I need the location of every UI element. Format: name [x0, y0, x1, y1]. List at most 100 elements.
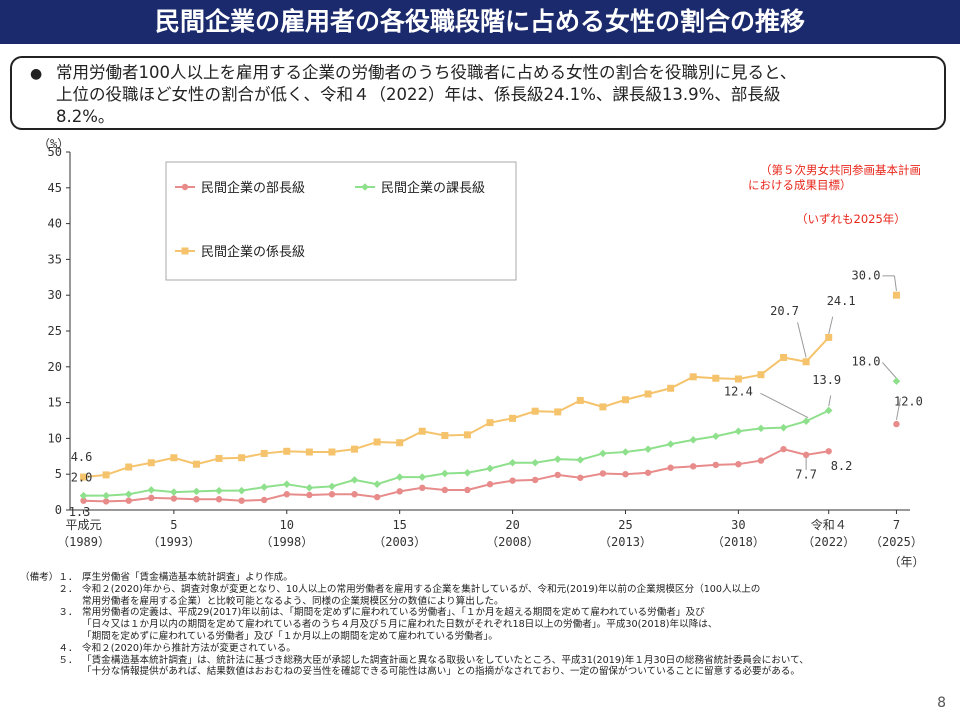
legend-label: 民間企業の課長級: [381, 180, 485, 196]
note-row: 「十分な情報提供があれば、結果数値はおおむねの妥当性を確認できる可能性は高い」と…: [20, 666, 940, 678]
data-point: [802, 358, 810, 366]
data-point: [373, 493, 381, 501]
data-point: [509, 477, 516, 484]
target-point: [892, 291, 900, 299]
data-point: [666, 440, 675, 448]
data-point: [215, 496, 223, 503]
data-label: 18.0: [852, 354, 881, 368]
note-row: 「期間を定めずに雇われている労働者」及び「１か月以上の期間を定めて雇われている労…: [20, 631, 940, 643]
note-prefix: [20, 666, 82, 678]
target-note-line-2: における成果目標）: [748, 178, 852, 192]
data-point: [419, 484, 426, 492]
summary-line-3: 8.2%。: [56, 107, 115, 126]
data-point: [689, 436, 698, 444]
data-point: [124, 490, 133, 499]
data-point: [464, 486, 471, 494]
note-row: ２． 令和２(2020)年から、調査対象が変更となり、10人以上の常用労働者を雇用…: [20, 584, 940, 596]
data-point: [147, 486, 156, 494]
data-point: [554, 471, 561, 479]
data-label: 13.9: [812, 373, 841, 387]
y-tick-label: 50: [48, 145, 62, 159]
data-point: [599, 403, 607, 411]
data-point: [170, 495, 178, 502]
x-tick-year-label: （2003）: [373, 535, 426, 549]
data-point: [463, 468, 472, 477]
data-point: [486, 464, 494, 473]
x-tick-year-label: （1993）: [147, 535, 200, 549]
y-tick-label: 35: [48, 252, 62, 266]
data-point: [712, 461, 720, 469]
data-point: [80, 473, 88, 481]
leader-line: [760, 392, 809, 419]
data-point: [170, 454, 178, 462]
page-number: 8: [937, 695, 946, 711]
data-point: [577, 474, 584, 481]
x-axis-unit: （年）: [888, 555, 924, 569]
leader-line: [797, 322, 807, 358]
data-label: 30.0: [852, 268, 881, 282]
x-tick-label: 7: [893, 518, 900, 532]
data-label: 20.7: [770, 304, 799, 318]
data-point: [622, 471, 629, 478]
data-point: [147, 459, 155, 467]
data-label: 24.1: [827, 294, 856, 308]
note-text: 「十分な情報提供があれば、結果数値はおおむねの妥当性を確認できる可能性は高い」と…: [82, 666, 800, 678]
data-point: [395, 473, 404, 481]
data-point: [780, 353, 788, 361]
data-point: [260, 483, 268, 491]
data-point: [80, 497, 87, 504]
data-point: [328, 448, 336, 456]
data-point: [621, 448, 630, 456]
data-label: 12.4: [724, 384, 753, 398]
data-point: [689, 373, 697, 381]
chart-data-labels: 4.6 2.0 1.3 20.7 24.1 12.4 13.9 7.7 8.2 30.0 18.0 1…: [69, 268, 923, 519]
data-point: [305, 484, 314, 492]
x-tick-label: 30: [731, 518, 745, 532]
data-point: [621, 396, 629, 404]
data-point: [531, 458, 539, 467]
note-prefix: [20, 619, 82, 631]
data-point: [690, 463, 697, 470]
data-point: [102, 471, 110, 479]
data-point: [644, 445, 652, 453]
data-point: [825, 448, 832, 455]
note-prefix: ２．: [20, 583, 78, 595]
note-row: 「日々又は１か月以内の期間を定めて雇われている者のうち４月及び５月に雇われた日数…: [20, 619, 940, 631]
series-line: [83, 409, 830, 497]
data-label: 1.3: [69, 505, 91, 519]
data-point: [734, 427, 743, 436]
data-point: [125, 497, 132, 504]
note-text: 「日々又は１か月以内の期間を定めて雇われている者のうち４月及び５月に雇われた日数…: [82, 619, 718, 631]
data-point: [260, 449, 268, 457]
data-point: [238, 454, 246, 462]
data-point: [554, 408, 562, 416]
x-tick-year-label: （2013）: [599, 535, 652, 549]
note-text: 厚生労働省「賃金構造基本統計調査」より作成。: [82, 572, 293, 583]
note-row: 常用労働者を雇用する企業）と比較可能となるよう、同様の企業規模区分の数値により算…: [20, 596, 940, 608]
y-axis-unit: （%）: [38, 137, 69, 151]
note-text: 「賃金構造基本統計調査」は、統計法に基づき総務大臣が承認した調査計画と異なる取扱…: [82, 654, 809, 666]
x-tick-label: 5: [170, 518, 177, 532]
data-point: [148, 494, 155, 502]
data-point: [802, 417, 810, 426]
data-point: [351, 445, 359, 453]
x-tick-label: 15: [392, 518, 406, 532]
data-point: [486, 419, 494, 427]
data-point: [644, 390, 652, 398]
note-row: ３． 常用労働者の定義は、平成29(2017)年以前は、「期間を定めずに雇われてい…: [20, 607, 940, 619]
data-point: [305, 448, 313, 456]
data-point: [780, 445, 787, 453]
x-tick-year-label: （2025）: [870, 535, 923, 549]
note-text: 「期間を定めずに雇われている労働者」及び「１か月以上の期間を定めて雇われている労…: [82, 630, 498, 642]
data-point: [396, 439, 404, 447]
data-point: [757, 371, 765, 379]
chart-series: [79, 333, 833, 505]
x-tick-label: 10: [280, 518, 294, 532]
series-line: [83, 448, 829, 503]
data-point: [441, 469, 449, 478]
x-tick-year-label: （2018）: [712, 535, 765, 549]
data-point: [238, 497, 245, 504]
summary-line-1: 常用労働者100人以上を雇用する企業の労働者のうち役職者に占める女性の割合を役職…: [56, 63, 797, 82]
target-note-line-1: （第５次男女共同参画基本計画: [760, 163, 921, 177]
legend-marker: [181, 247, 189, 255]
